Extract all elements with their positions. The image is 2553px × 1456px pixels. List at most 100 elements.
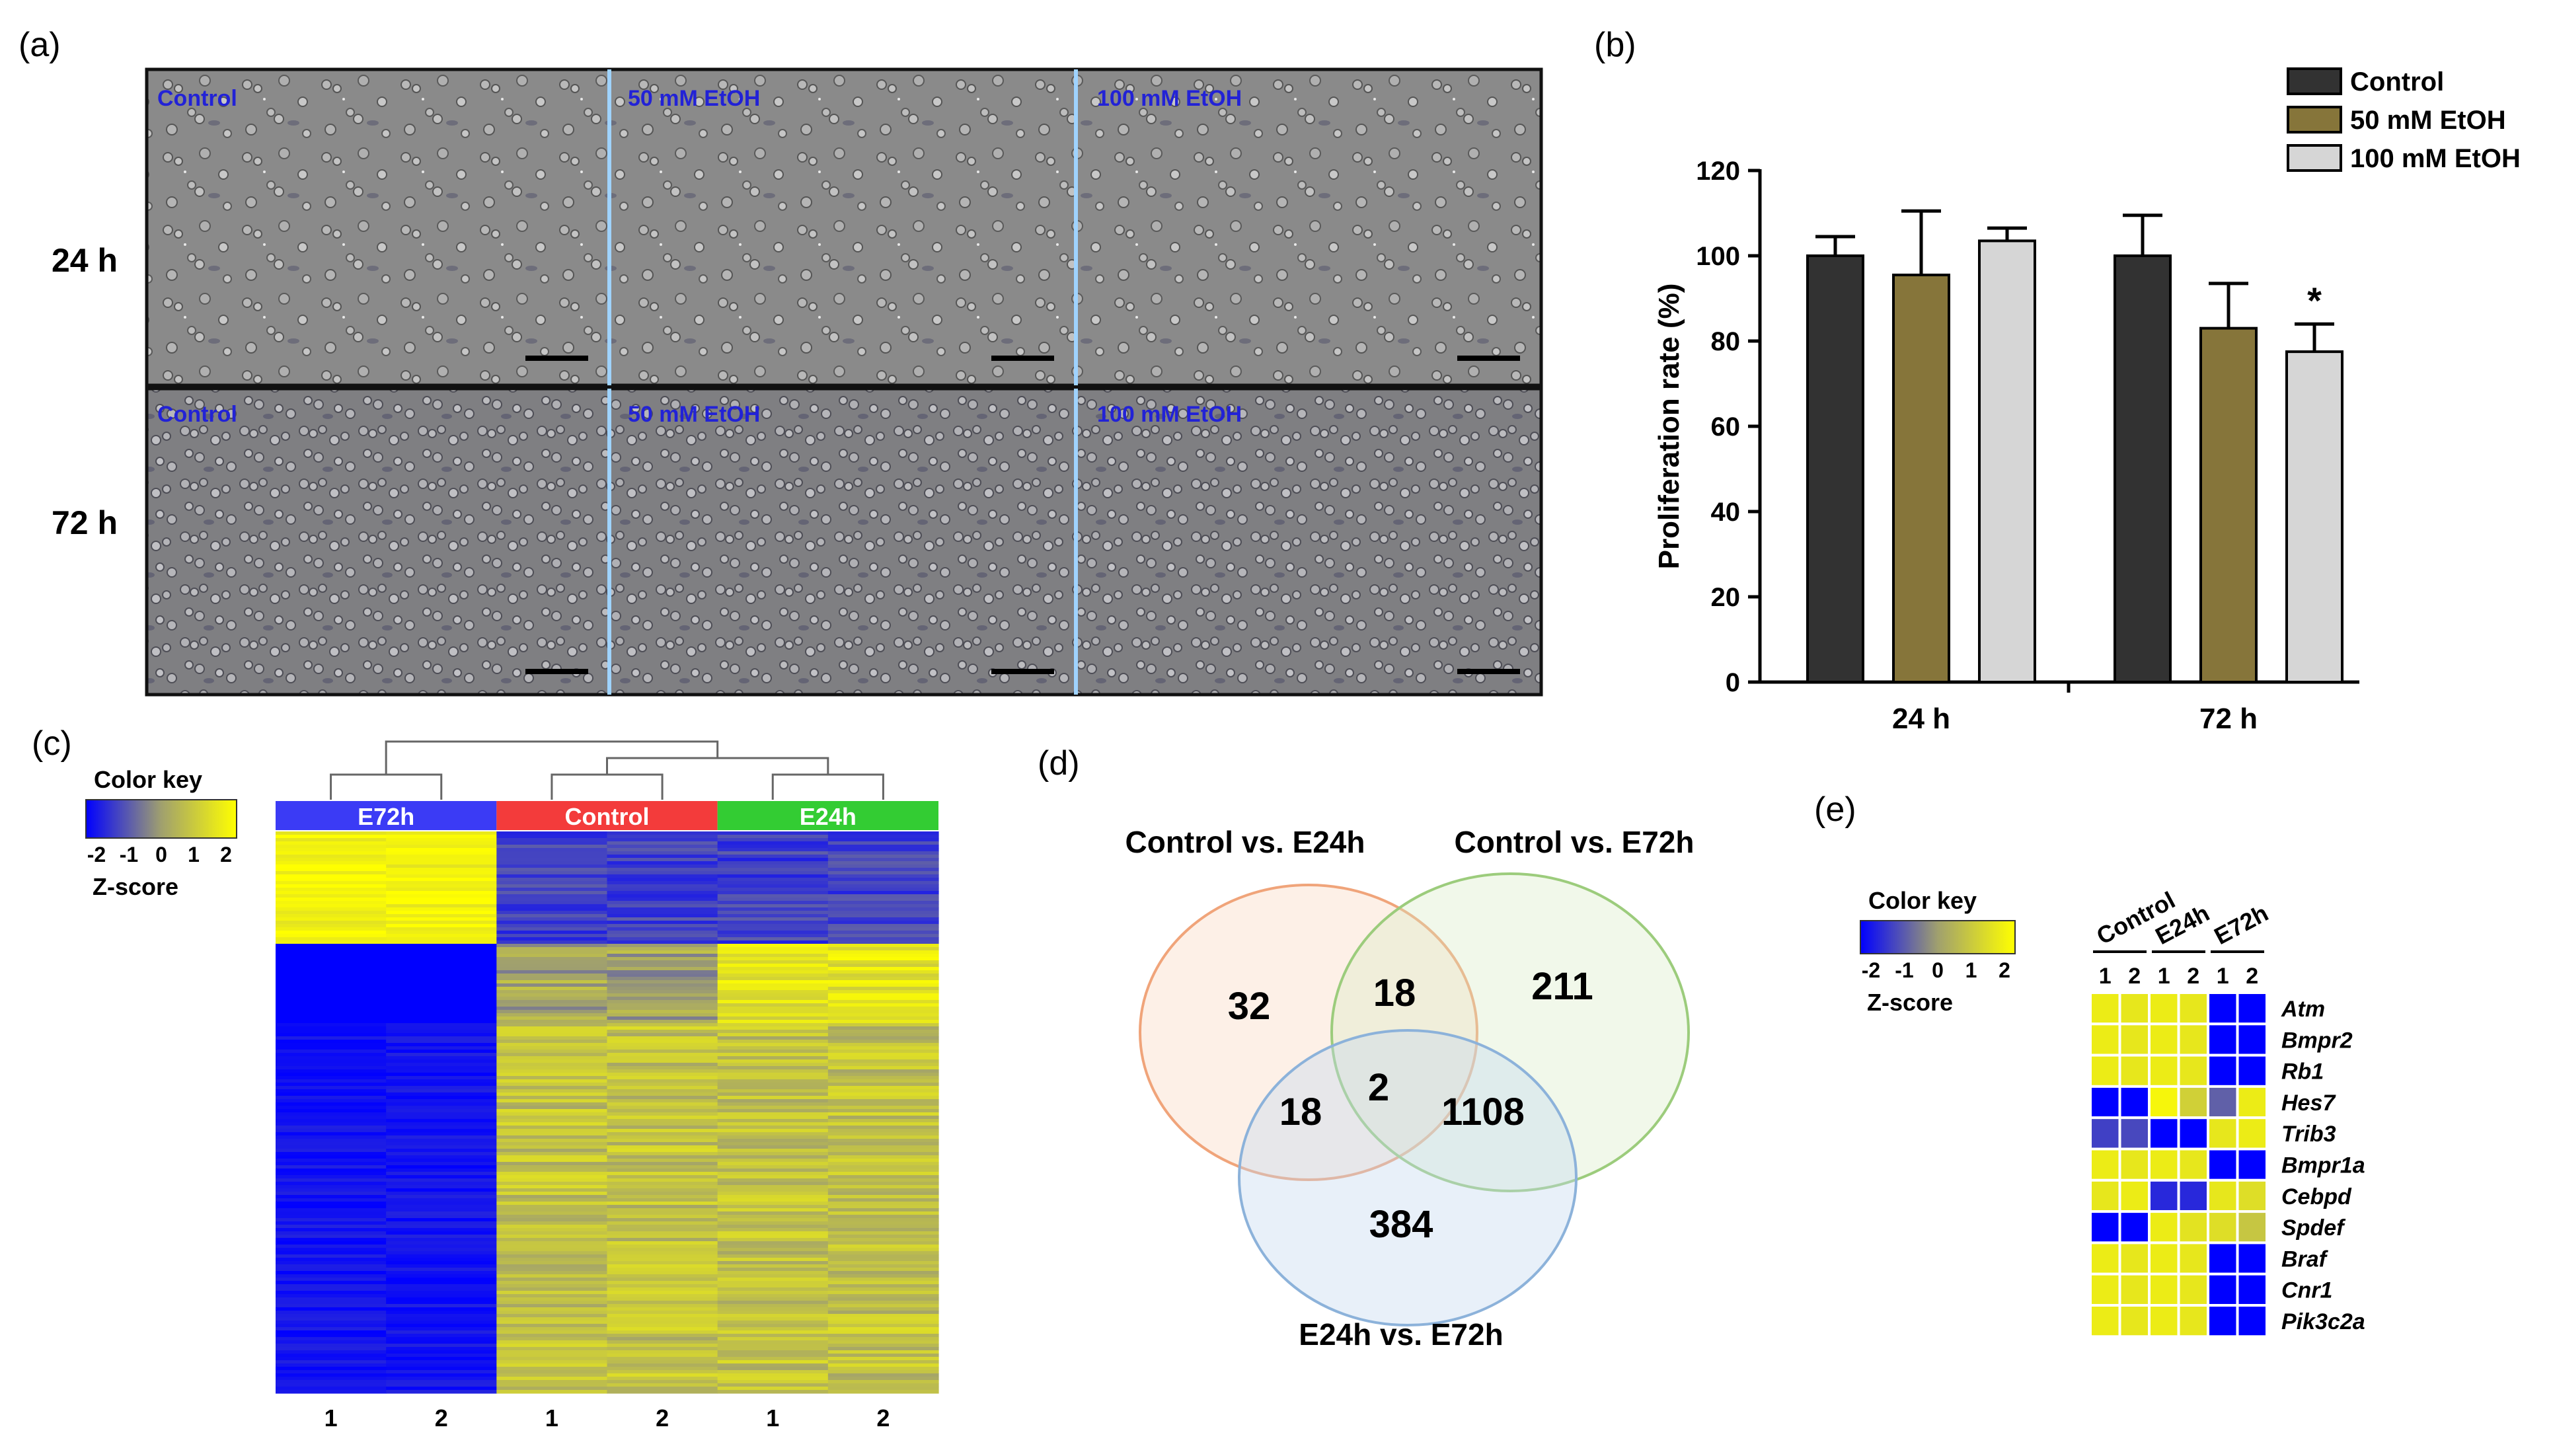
heatmap-cell (827, 864, 939, 868)
heatmap-cell (2118, 1272, 2151, 1307)
heatmap-cell (276, 1363, 387, 1367)
heatmap-cell (717, 1238, 829, 1242)
heatmap-cell (827, 1102, 939, 1106)
heatmap-cell (717, 1387, 829, 1391)
column-label: 2 (435, 1404, 448, 1432)
heatmap-cell (2148, 1241, 2180, 1276)
heatmap-cell (607, 835, 718, 839)
heatmap-cell (607, 858, 718, 862)
heatmap-cell (2118, 1304, 2151, 1338)
panel-label-d: (d) (1038, 744, 1080, 783)
heatmap-cell (717, 970, 829, 974)
heatmap-cell (607, 1092, 718, 1096)
heatmap-cell (496, 1122, 608, 1126)
heatmap-cell (2118, 1085, 2151, 1120)
heatmap-cell (2089, 1178, 2121, 1213)
heatmap-cell (607, 1387, 718, 1391)
heatmap-cell (276, 931, 387, 935)
heatmap-cell (827, 954, 939, 958)
heatmap-cell (276, 1228, 387, 1232)
heatmap-cell (276, 917, 387, 921)
heatmap-cell (386, 911, 497, 915)
heatmap-cell (607, 917, 718, 921)
heatmap-cell (276, 1195, 387, 1199)
heatmap-cell (2177, 1178, 2209, 1213)
heatmap-cell (717, 1086, 829, 1090)
heatmap-cell (276, 1367, 387, 1371)
heatmap-cell (827, 931, 939, 935)
heatmap-c-color-key-title: Color key (94, 766, 202, 793)
heatmap-cell (386, 1245, 497, 1248)
heatmap-cell (386, 1258, 497, 1262)
heatmap-cell (496, 1135, 608, 1139)
heatmap-cell (386, 970, 497, 974)
heatmap-cell (2118, 1054, 2151, 1088)
heatmap-cell (607, 1099, 718, 1103)
heatmap-cell (276, 1040, 387, 1044)
heatmap-cell (717, 1020, 829, 1024)
heatmap-cell (276, 1350, 387, 1354)
heatmap-c-color-key-tick: -2 (87, 843, 106, 866)
heatmap-cell (496, 980, 608, 984)
heatmap-cell (386, 1254, 497, 1258)
heatmap-cell (717, 871, 829, 875)
heatmap-cell (2177, 1054, 2209, 1088)
heatmap-cell (276, 1291, 387, 1295)
gene-label: Trib3 (2281, 1122, 2336, 1147)
heatmap-cell (827, 904, 939, 908)
heatmap-cell (717, 1116, 829, 1120)
heatmap-cell (386, 1135, 497, 1139)
heatmap-cell (607, 1380, 718, 1384)
heatmap-cell (496, 1311, 608, 1315)
heatmap-cell (496, 1033, 608, 1037)
heatmap-cell (717, 881, 829, 885)
heatmap-cell (496, 1043, 608, 1047)
heatmap-cell (386, 1311, 497, 1315)
heatmap-cell (717, 1278, 829, 1282)
heatmap-cell (607, 1076, 718, 1080)
heatmap-cell (827, 881, 939, 885)
heatmap-cell (717, 1030, 829, 1034)
heatmap-cell (717, 884, 829, 888)
heatmap-cell (496, 1354, 608, 1358)
heatmap-cell (717, 967, 829, 971)
heatmap-cell (827, 917, 939, 921)
heatmap-cell (607, 1261, 718, 1265)
heatmap-cell (496, 990, 608, 994)
heatmap-cell (496, 1089, 608, 1093)
heatmap-cell (827, 871, 939, 875)
heatmap-cell (386, 927, 497, 931)
heatmap-cell (827, 1007, 939, 1011)
heatmap-cell (386, 983, 497, 987)
heatmap-cell (607, 1344, 718, 1348)
heatmap-cell (386, 1327, 497, 1331)
heatmap-cell (496, 881, 608, 885)
heatmap-cell (496, 894, 608, 898)
heatmap-cell (2236, 1210, 2268, 1245)
y-tick-label: 120 (1696, 157, 1740, 186)
heatmap-cell (2177, 1085, 2209, 1120)
heatmap-cell (276, 1347, 387, 1351)
heatmap-cell (717, 855, 829, 859)
heatmap-cell (717, 1083, 829, 1087)
heatmap-cell (607, 1135, 718, 1139)
heatmap-cell (607, 1235, 718, 1239)
heatmap-cell (386, 1069, 497, 1073)
heatmap-cell (386, 1321, 497, 1324)
heatmap-cell (386, 1377, 497, 1381)
heatmap-cell (496, 878, 608, 882)
heatmap-cell (827, 1205, 939, 1209)
heatmap-cell (276, 891, 387, 895)
heatmap-cell (827, 1165, 939, 1169)
heatmap-cell (717, 1195, 829, 1199)
heatmap-cell (496, 1016, 608, 1020)
heatmap-cell (827, 901, 939, 905)
heatmap-cell (386, 1268, 497, 1272)
heatmap-cell (496, 1129, 608, 1133)
heatmap-cell (496, 1324, 608, 1328)
heatmap-cell (717, 1350, 829, 1354)
scale-bar (991, 669, 1054, 674)
heatmap-cell (607, 1159, 718, 1163)
heatmap-cell (827, 1040, 939, 1044)
heatmap-cell (827, 967, 939, 971)
